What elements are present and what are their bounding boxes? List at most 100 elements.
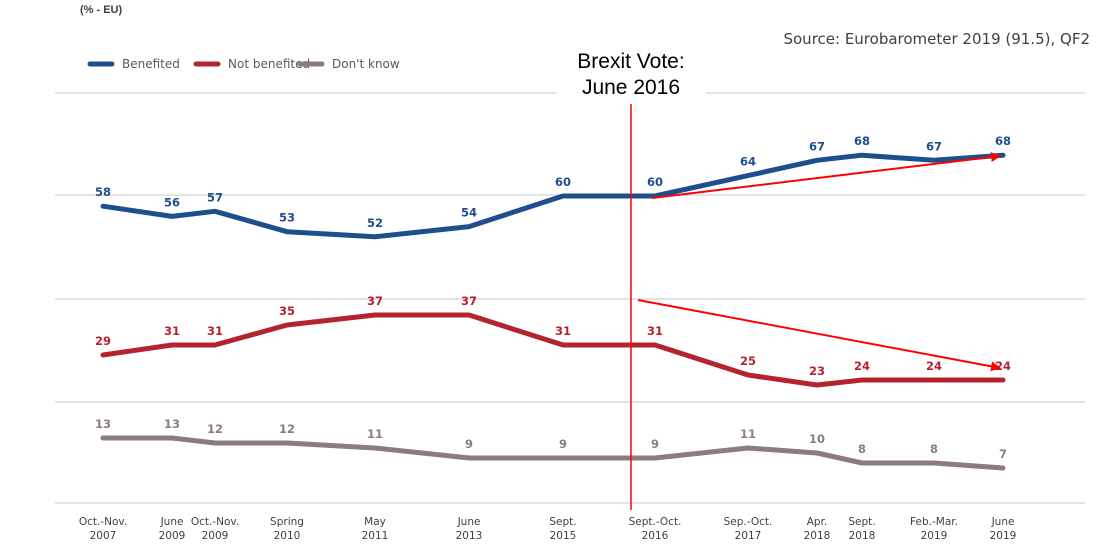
- x-tick-label: Sept. 2018: [848, 516, 875, 542]
- legend: Benefited Not benefited Don't know: [87, 57, 400, 71]
- x-axis: Oct.-Nov. 2007 June 2009 Oct.-Nov. 2009 Spring…: [79, 516, 1017, 542]
- brexit-annotation: Brexit Vote: June 2016: [556, 44, 706, 510]
- data-label: 57: [207, 190, 223, 204]
- data-label: 37: [461, 294, 477, 308]
- trend-arrows: [637, 152, 1001, 372]
- legend-item: Not benefited: [193, 57, 310, 71]
- x-tick-line: 2009: [202, 530, 229, 542]
- data-label: 37: [367, 294, 383, 308]
- legend-item: Don't know: [297, 57, 400, 71]
- data-label: 68: [854, 134, 870, 148]
- x-tick-line: 2015: [550, 530, 577, 542]
- x-tick-line: Oct.-Nov.: [191, 516, 239, 528]
- series-benefited: 58 56 57 53 52 54 60 60 64 67 68 67 68: [95, 134, 1011, 240]
- legend-label: Don't know: [332, 57, 400, 71]
- brexit-label: June 2016: [582, 76, 680, 99]
- x-tick-line: 2007: [90, 530, 117, 542]
- data-label: 11: [367, 427, 383, 441]
- data-label: 24: [995, 359, 1011, 373]
- x-tick-label: Oct.-Nov. 2007: [79, 516, 127, 542]
- data-label: 8: [858, 442, 866, 456]
- benefited-trend-arrow: [651, 152, 1001, 199]
- data-label: 10: [809, 432, 825, 446]
- data-label: 8: [930, 442, 938, 456]
- data-label: 60: [647, 175, 663, 189]
- data-label: 31: [555, 324, 571, 338]
- x-tick-label: June 2013: [456, 516, 483, 542]
- legend-item: Benefited: [87, 57, 180, 71]
- x-tick-line: May: [364, 516, 386, 528]
- gridlines: [55, 92, 1085, 504]
- x-tick-label: Feb.-Mar. 2019: [910, 516, 958, 542]
- data-label: 67: [926, 139, 942, 153]
- x-tick-label: June 2019: [990, 516, 1017, 542]
- series-don-t-know: 13 13 12 12 11 9 9 9 11 10 8 8 7: [95, 417, 1007, 471]
- data-label: 29: [95, 334, 111, 348]
- x-tick-label: June 2009: [159, 516, 186, 542]
- x-tick-label: Apr. 2018: [804, 516, 831, 542]
- x-tick-label: Sept. 2015: [549, 516, 576, 542]
- data-label: 9: [651, 437, 659, 451]
- x-tick-line: Apr.: [807, 516, 828, 528]
- x-tick-line: 2019: [990, 530, 1017, 542]
- data-label: 13: [164, 417, 180, 431]
- brexit-label: Brexit Vote:: [577, 50, 684, 73]
- x-tick-label: Sept.-Oct. 2016: [629, 516, 682, 542]
- x-tick-line: 2009: [159, 530, 186, 542]
- x-tick-line: 2010: [274, 530, 301, 542]
- data-label: 64: [740, 155, 756, 169]
- data-label: 52: [367, 216, 383, 230]
- x-tick-line: June: [457, 516, 481, 528]
- x-tick-label: Oct.-Nov. 2009: [191, 516, 239, 542]
- x-tick-line: 2016: [642, 530, 669, 542]
- x-tick-line: Sep.-Oct.: [724, 516, 773, 528]
- series-not-benefited: 29 31 31 35 37 37 31 31 25 23 24 24 24: [95, 294, 1011, 388]
- data-label: 23: [809, 364, 825, 378]
- x-tick-line: 2013: [456, 530, 483, 542]
- data-label: 35: [279, 304, 295, 318]
- x-tick-line: June: [991, 516, 1015, 528]
- data-label: 53: [279, 211, 295, 225]
- legend-label: Benefited: [122, 57, 180, 71]
- series-line: [100, 152, 1006, 240]
- x-tick-line: June: [160, 516, 184, 528]
- series-line: [100, 435, 1006, 471]
- x-tick-line: Sept.: [848, 516, 875, 528]
- data-label: 9: [559, 437, 567, 451]
- legend-label: Not benefited: [228, 57, 310, 71]
- data-label: 31: [207, 324, 223, 338]
- data-label: 58: [95, 185, 111, 199]
- chart-subtitle: (% - EU): [80, 4, 123, 16]
- x-tick-label: Spring 2010: [270, 516, 304, 542]
- data-label: 31: [164, 324, 180, 338]
- data-label: 12: [207, 422, 223, 436]
- x-tick-label: Sep.-Oct. 2017: [724, 516, 773, 542]
- x-tick-line: 2017: [735, 530, 762, 542]
- x-tick-label: May 2011: [362, 516, 389, 542]
- x-tick-line: 2018: [849, 530, 876, 542]
- x-tick-line: 2018: [804, 530, 831, 542]
- series-layer: 58 56 57 53 52 54 60 60 64 67 68 67 68 29 31 31 35 37 37 31…: [95, 134, 1011, 471]
- data-label: 24: [854, 359, 870, 373]
- source-note: Source: Eurobarometer 2019 (91.5), QF2: [783, 30, 1090, 48]
- data-label: 54: [461, 206, 477, 220]
- x-tick-line: Sept.: [549, 516, 576, 528]
- data-label: 67: [809, 139, 825, 153]
- data-label: 24: [926, 359, 942, 373]
- data-label: 11: [740, 427, 756, 441]
- x-tick-line: 2011: [362, 530, 389, 542]
- data-label: 56: [164, 195, 180, 209]
- data-label: 31: [647, 324, 663, 338]
- data-label: 12: [279, 422, 295, 436]
- data-label: 13: [95, 417, 111, 431]
- x-tick-line: Feb.-Mar.: [910, 516, 958, 528]
- data-label: 60: [555, 175, 571, 189]
- x-tick-line: Oct.-Nov.: [79, 516, 127, 528]
- data-label: 68: [995, 134, 1011, 148]
- data-label: 25: [740, 354, 756, 368]
- brexit-label-bg: [556, 44, 706, 104]
- x-tick-line: Spring: [270, 516, 304, 528]
- series-line: [100, 312, 1006, 388]
- data-label: 7: [999, 447, 1007, 461]
